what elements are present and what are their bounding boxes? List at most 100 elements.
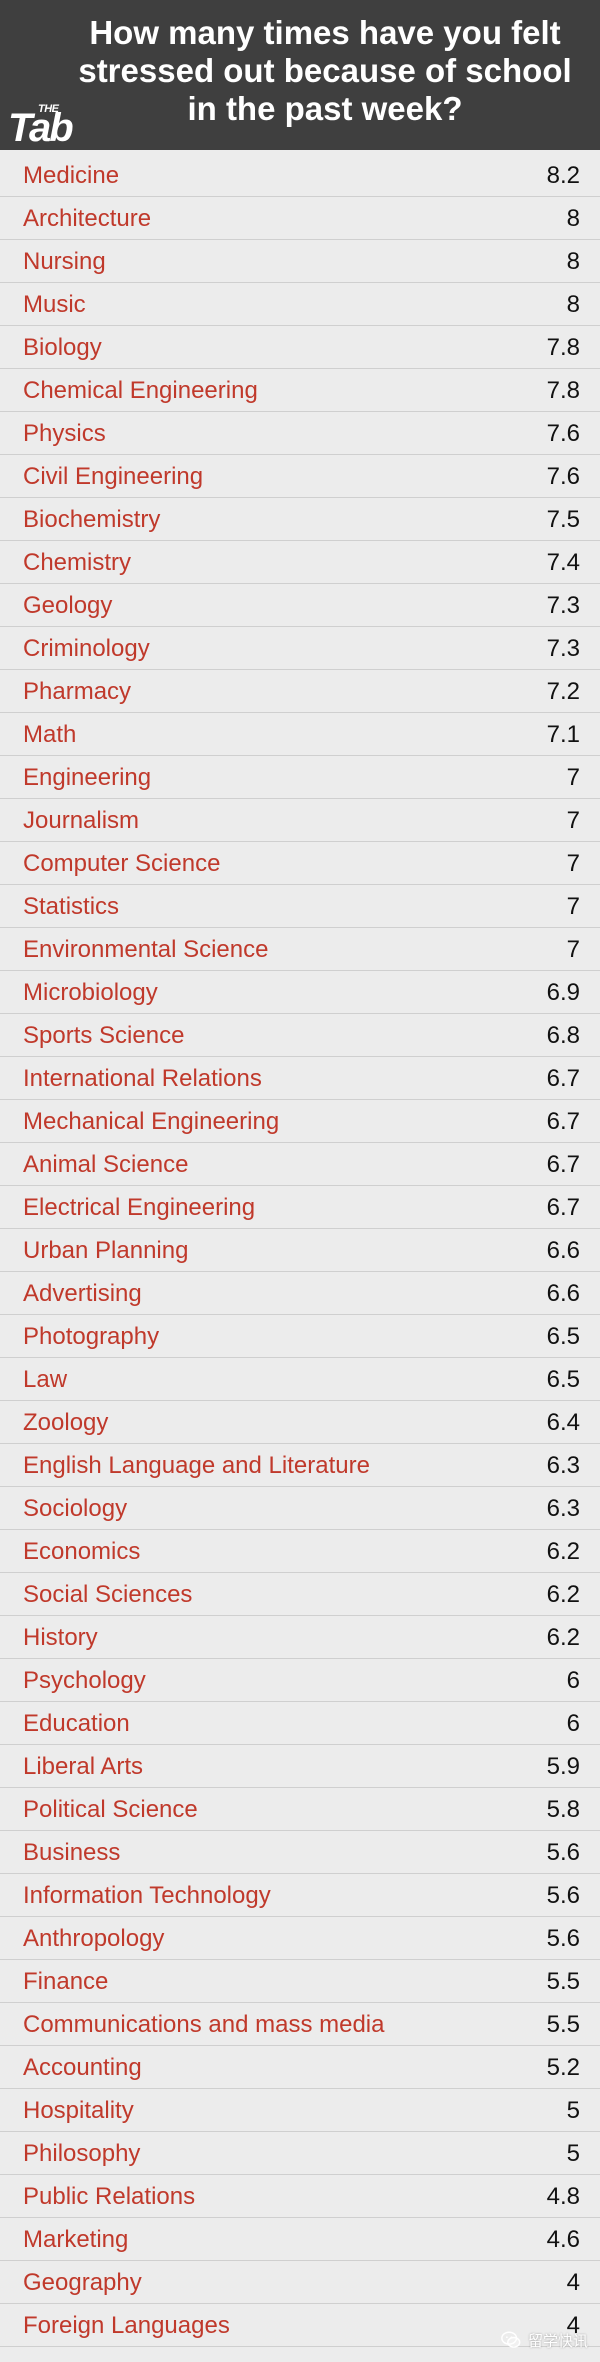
header: How many times have you felt stressed ou… [0,0,600,150]
stress-value: 5.6 [546,1925,580,1952]
subject-label: Urban Planning [23,1237,189,1264]
stress-value: 7.6 [546,463,580,490]
row-divider [0,325,600,326]
row-divider [0,1056,600,1057]
stress-value: 6.2 [546,1581,580,1608]
table-row: Social Sciences 6.2 [0,1573,600,1616]
table-row: Zoology 6.4 [0,1401,600,1444]
subject-label: English Language and Literature [23,1452,370,1479]
table-row: Accounting 5.2 [0,2046,600,2089]
table-row: Biology 7.8 [0,326,600,369]
table-row: Statistics 7 [0,885,600,928]
table-row: Electrical Engineering 6.7 [0,1186,600,1229]
subject-label: Biochemistry [23,506,161,533]
stress-value: 5 [566,2140,580,2167]
subject-label: Foreign Languages [23,2312,230,2339]
subject-label: Sports Science [23,1022,185,1049]
row-divider [0,2303,600,2304]
table-row: Criminology 7.3 [0,627,600,670]
subject-label: Zoology [23,1409,109,1436]
chart-title: How many times have you felt stressed ou… [78,14,572,127]
row-divider [0,2045,600,2046]
table-row: Geology 7.3 [0,584,600,627]
subject-label: Philosophy [23,2140,141,2167]
table-row: Philosophy 5 [0,2132,600,2175]
table-row: Chemistry 7.4 [0,541,600,584]
table-row: International Relations 6.7 [0,1057,600,1100]
row-divider [0,626,600,627]
subject-label: Education [23,1710,130,1737]
table-row: Physics 7.6 [0,412,600,455]
subject-label: Engineering [23,764,152,791]
subject-label: Music [23,291,86,318]
subject-label: Environmental Science [23,936,269,963]
stress-value: 7.6 [546,420,580,447]
stress-value: 7 [566,936,580,963]
table-row: Geography 4 [0,2261,600,2304]
row-divider [0,1013,600,1014]
row-divider [0,583,600,584]
table-row: Urban Planning 6.6 [0,1229,600,1272]
subject-label: Social Sciences [23,1581,193,1608]
subject-label: Microbiology [23,979,158,1006]
stress-value: 6.5 [546,1366,580,1393]
subject-label: Architecture [23,205,152,232]
subject-label: Statistics [23,893,120,920]
subject-label: International Relations [23,1065,262,1092]
table-row: Sociology 6.3 [0,1487,600,1530]
table-row: Nursing 8 [0,240,600,283]
stress-value: 7.1 [546,721,580,748]
subject-label: Medicine [23,162,120,189]
stress-value: 6.7 [546,1151,580,1178]
table-row: Animal Science 6.7 [0,1143,600,1186]
stress-value: 7 [566,764,580,791]
table-row: Foreign Languages 4 [0,2304,600,2347]
stress-value: 5 [566,2097,580,2124]
stress-value: 7 [566,893,580,920]
row-divider [0,239,600,240]
table-row: Sports Science 6.8 [0,1014,600,1057]
table-row: Economics 6.2 [0,1530,600,1573]
table-row: Finance 5.5 [0,1960,600,2003]
stress-value: 7.2 [546,678,580,705]
subject-label: Accounting [23,2054,142,2081]
row-divider [0,411,600,412]
row-divider [0,368,600,369]
table-row: Liberal Arts 5.9 [0,1745,600,1788]
stress-value: 7 [566,807,580,834]
subject-label: Biology [23,334,102,361]
row-divider [0,2217,600,2218]
subject-label: Animal Science [23,1151,189,1178]
subject-label: Nursing [23,248,106,275]
subject-label: Geology [23,592,113,619]
row-divider [0,2260,600,2261]
row-divider [0,2346,600,2347]
table-row: Hospitality 5 [0,2089,600,2132]
table-row: Business 5.6 [0,1831,600,1874]
table-row: Medicine 8.2 [0,154,600,197]
row-divider [0,1443,600,1444]
subject-label: Criminology [23,635,150,662]
row-divider [0,1615,600,1616]
stress-value: 6 [566,1710,580,1737]
table-row: Architecture 8 [0,197,600,240]
row-divider [0,1658,600,1659]
table-row: Microbiology 6.9 [0,971,600,1014]
stress-value: 8.2 [546,162,580,189]
stress-value: 6.7 [546,1065,580,1092]
stress-value: 7.3 [546,592,580,619]
table-row: Chemical Engineering 7.8 [0,369,600,412]
subject-label: Advertising [23,1280,142,1307]
row-divider [0,1701,600,1702]
row-divider [0,1357,600,1358]
row-divider [0,1959,600,1960]
stress-value: 6.8 [546,1022,580,1049]
stress-value: 4.8 [546,2183,580,2210]
subject-label: Information Technology [23,1882,271,1909]
row-divider [0,1099,600,1100]
stress-value: 8 [566,248,580,275]
subject-label: Math [23,721,77,748]
subject-table: Medicine 8.2 Architecture 8 Nursing 8 Music 8 Bi… [0,150,600,2347]
table-row: English Language and Literature 6.3 [0,1444,600,1487]
subject-label: Hospitality [23,2097,134,2124]
